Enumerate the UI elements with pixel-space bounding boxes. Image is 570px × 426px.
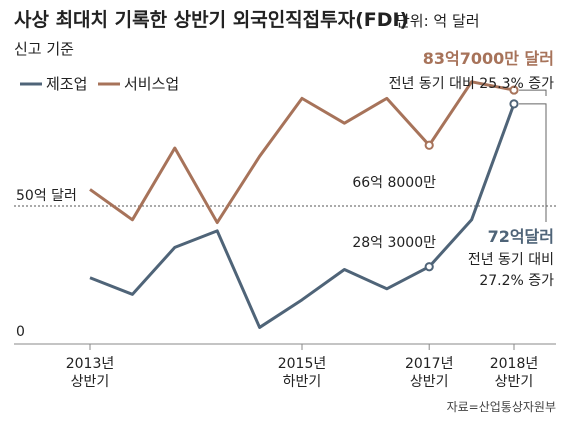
x-tick-label-0-2: 상반기	[71, 374, 110, 390]
x-tick-label-2-1: 2017년	[405, 356, 454, 372]
services-2017-label: 66억 8000만	[352, 175, 436, 191]
chart-title: 사상 최대치 기록한 상반기 외국인직접투자(FDI)	[14, 9, 408, 31]
highlight-markers	[424, 85, 519, 272]
marker-manufacturing-2017	[424, 262, 434, 272]
manufacturing-latest-yoy-1: 전년 동기 대비	[468, 252, 554, 268]
manufacturing-2017-label: 28억 3000만	[352, 235, 436, 251]
leader-line-services	[519, 89, 547, 96]
leader-line-manufacturing	[519, 103, 547, 222]
legend-label-services: 서비스업	[124, 75, 179, 93]
source-note: 자료=산업통상자원부	[447, 400, 556, 414]
marker-services-latest	[509, 85, 519, 95]
y-zero-label: 0	[16, 324, 25, 340]
chart-subtitle: 신고 기준	[14, 40, 74, 58]
marker-manufacturing-latest	[509, 99, 519, 109]
x-tick-label-1-1: 2015년	[278, 356, 327, 372]
annotations: 83억7000만 달러 전년 동기 대비 25.3% 증가 66억 8000만 …	[352, 49, 554, 289]
manufacturing-latest-value: 72억달러	[488, 227, 554, 246]
x-tick-label-0-1: 2013년	[66, 356, 115, 372]
x-tick-label-2-2: 상반기	[410, 374, 449, 390]
services-latest-value: 83억7000만 달러	[423, 49, 554, 68]
series-line-services	[89, 80, 515, 225]
unit-label: 단위: 억 달러	[396, 12, 480, 30]
legend: 제조업 서비스업	[20, 75, 179, 93]
series-line-manufacturing	[89, 103, 516, 329]
marker-services-2017	[424, 140, 434, 150]
reference-label-50: 50억 달러	[16, 188, 77, 204]
services-latest-yoy: 전년 동기 대비 25.3% 증가	[389, 76, 554, 92]
x-tick-label-3-1: 2018년	[490, 356, 539, 372]
x-tick-label-1-2: 하반기	[283, 374, 322, 390]
manufacturing-latest-yoy-2: 27.2% 증가	[479, 273, 554, 289]
x-tick-label-3-2: 상반기	[495, 374, 534, 390]
legend-label-manufacturing: 제조업	[46, 75, 87, 93]
